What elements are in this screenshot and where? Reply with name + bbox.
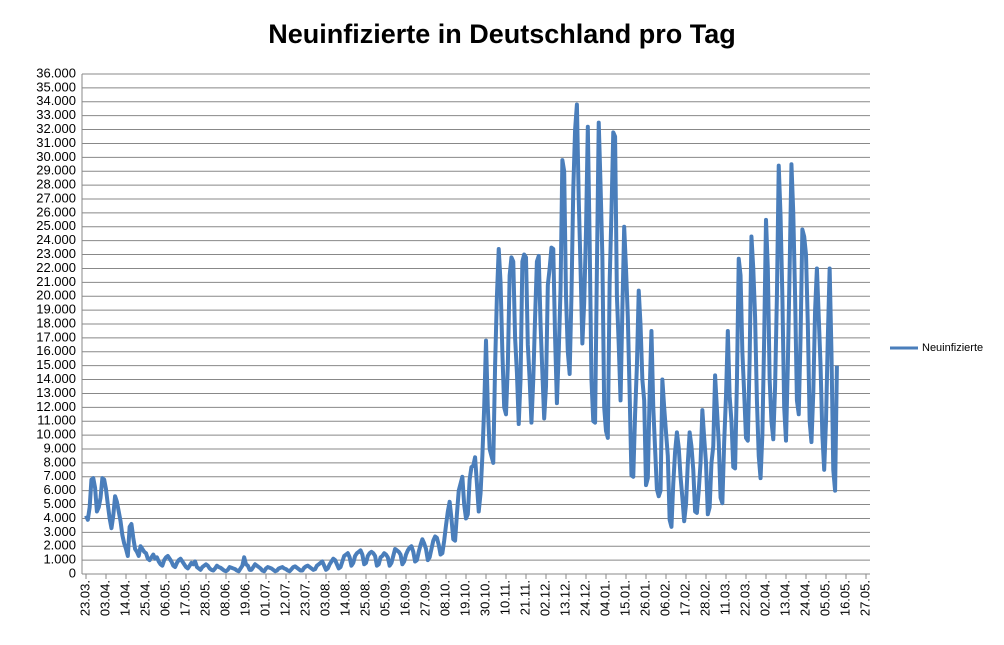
x-tick-label: 13.12. (557, 580, 572, 616)
y-tick-label: 7.000 (43, 468, 76, 483)
x-tick-label: 08.06. (217, 580, 232, 616)
x-tick-label: 16.05. (837, 580, 852, 616)
y-tick-label: 24.000 (36, 232, 76, 247)
x-tick-label: 30.10. (477, 580, 492, 616)
x-tick-label: 22.03. (737, 580, 752, 616)
y-tick-label: 10.000 (36, 427, 76, 442)
x-tick-label: 17.05. (177, 580, 192, 616)
x-tick-label: 27.09. (417, 580, 432, 616)
x-tick-label: 05.09. (377, 580, 392, 616)
y-tick-label: 25.000 (36, 218, 76, 233)
y-tick-label: 15.000 (36, 357, 76, 372)
x-tick-label: 21.11. (517, 580, 532, 615)
x-tick-label: 06.05. (157, 580, 172, 616)
y-tick-label: 9.000 (43, 440, 76, 455)
y-tick-label: 30.000 (36, 149, 76, 164)
y-tick-label: 8.000 (43, 454, 76, 469)
legend-label: Neuinfizierte (922, 342, 983, 354)
y-tick-label: 32.000 (36, 121, 76, 136)
y-tick-label: 14.000 (36, 371, 76, 386)
y-tick-label: 21.000 (36, 274, 76, 289)
x-tick-label: 19.10. (457, 580, 472, 616)
y-tick-label: 4.000 (43, 510, 76, 525)
x-tick-label: 15.01. (617, 580, 632, 616)
y-tick-label: 33.000 (36, 107, 76, 122)
y-tick-label: 11.000 (37, 413, 76, 428)
y-tick-label: 28.000 (36, 177, 76, 192)
y-tick-label: 20.000 (36, 288, 76, 303)
x-tick-label: 28.02. (697, 580, 712, 616)
x-tick-label: 05.05. (817, 580, 832, 616)
y-tick-label: 18.000 (36, 315, 76, 330)
y-tick-label: 6.000 (43, 482, 76, 497)
y-tick-label: 34.000 (36, 93, 76, 108)
x-tick-label: 28.05. (197, 580, 212, 616)
y-tick-label: 23.000 (36, 246, 76, 261)
x-tick-label: 14.08. (337, 580, 352, 616)
y-tick-label: 35.000 (36, 79, 76, 94)
y-tick-label: 5.000 (43, 496, 76, 511)
x-tick-label: 08.10. (437, 580, 452, 616)
x-tick-label: 25.04. (137, 580, 152, 616)
chart-title: Neuinfizierte in Deutschland pro Tag (268, 19, 736, 49)
x-tick-label: 23.07. (297, 580, 312, 616)
x-tick-label: 25.08. (357, 580, 372, 616)
y-tick-label: 36.000 (36, 65, 76, 80)
y-tick-label: 31.000 (36, 135, 76, 150)
x-tick-label: 02.12. (537, 580, 552, 616)
x-tick-label: 06.02. (657, 580, 672, 616)
y-tick-label: 22.000 (36, 260, 76, 275)
y-tick-label: 3.000 (43, 524, 76, 539)
x-tick-label: 27.05. (857, 580, 872, 616)
x-tick-label: 26.01. (637, 580, 652, 616)
x-tick-label: 01.07. (257, 580, 272, 616)
x-tick-label: 13.04. (777, 580, 792, 616)
x-tick-label: 03.04. (97, 580, 112, 616)
x-tick-label: 19.06. (237, 580, 252, 616)
y-tick-label: 26.000 (36, 204, 76, 219)
y-tick-label: 2.000 (43, 538, 76, 553)
x-tick-label: 24.04. (797, 580, 812, 616)
x-tick-label: 16.09. (397, 580, 412, 616)
y-tick-label: 17.000 (36, 329, 76, 344)
y-tick-label: 27.000 (36, 190, 76, 205)
x-tick-label: 10.11. (497, 580, 512, 615)
y-tick-label: 29.000 (36, 163, 76, 178)
x-tick-label: 17.02. (677, 580, 692, 616)
y-tick-label: 16.000 (36, 343, 76, 358)
x-tick-label: 12.07. (277, 580, 292, 616)
y-tick-label: 13.000 (36, 385, 76, 400)
x-tick-label: 03.08. (317, 580, 332, 616)
x-tick-label: 23.03. (77, 580, 92, 616)
y-tick-label: 1.000 (43, 552, 76, 567)
x-tick-label: 11.03. (717, 580, 732, 615)
y-tick-label: 12.000 (36, 399, 76, 414)
x-tick-label: 04.01. (597, 580, 612, 616)
line-series (84, 102, 839, 574)
y-tick-label: 0 (69, 565, 76, 580)
x-tick-label: 02.04. (757, 580, 772, 616)
x-tick-label: 24.12. (577, 580, 592, 616)
y-tick-label: 19.000 (36, 302, 76, 317)
x-tick-label: 14.04. (117, 580, 132, 616)
